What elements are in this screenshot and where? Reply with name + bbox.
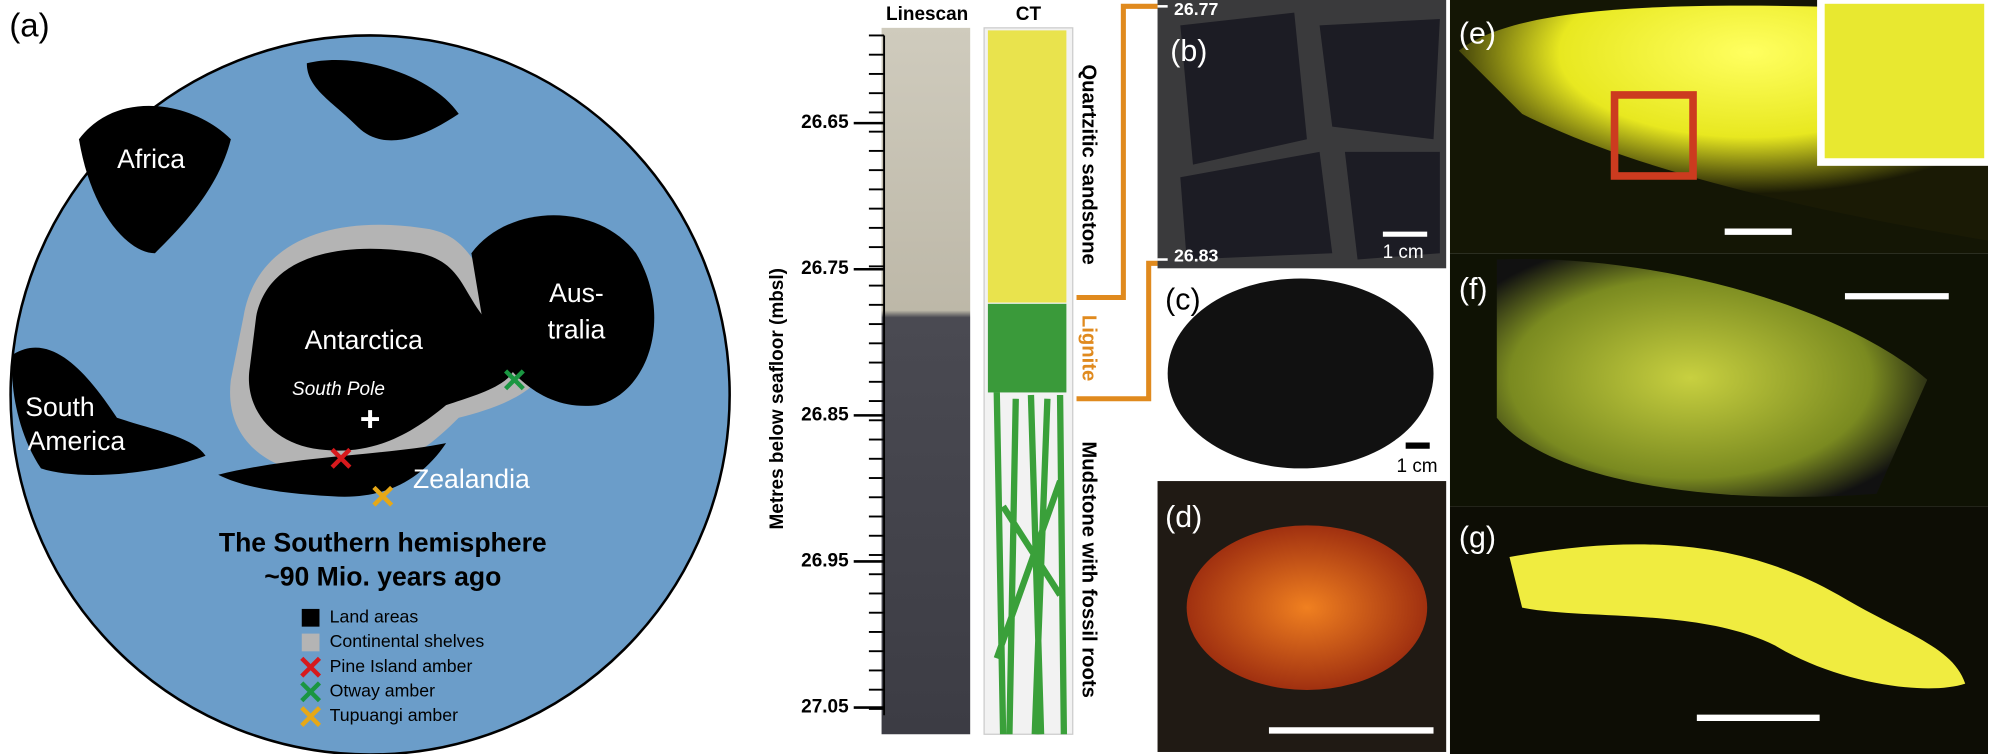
unit-label: Lignite [1078,315,1100,381]
y-tick-label: 26.95 [801,550,849,571]
linescan-image [881,27,971,735]
antarctica-land [248,248,517,451]
panel-label: (f) [1459,272,1488,306]
legend-label: Otway amber [330,681,435,701]
legend-label: Tupuangi amber [330,705,458,725]
legend-swatch [301,608,320,627]
scale-label: 1 cm [1397,456,1438,477]
panel-g-amber [1509,544,1966,689]
ct-sandstone [987,30,1067,303]
panel-label: (d) [1165,500,1202,534]
place-label: Aus- [549,278,604,308]
panel-c-lignite [1167,278,1434,469]
depth-label: 26.83 [1174,246,1218,266]
map-title: The Southern hemisphere [219,527,547,557]
india-land [306,60,459,141]
panel-label: (e) [1459,16,1496,50]
map-title: ~90 Mio. years ago [264,562,501,592]
africa-land [78,105,231,254]
panel-e-box [1610,91,1697,180]
legend-marker [300,706,322,727]
place-label: tralia [548,315,606,345]
column-header: CT [1016,4,1042,25]
scale-bars [1157,5,1949,734]
legend-label: Land areas [330,606,419,626]
zealandia-land [218,443,447,497]
panel-label: (a) [9,7,49,44]
ct-lignite [987,303,1067,393]
column-header: Linescan [886,4,968,25]
panel-f-amber [1496,258,1928,497]
south-america-land [12,347,206,475]
panel-label: (b) [1170,34,1207,68]
axis-label: Metres below seafloor (mbsl) [767,268,788,529]
bracket [1076,3,1158,402]
scale-label: 1 cm [1383,242,1424,263]
place-label: America [28,426,126,456]
depth-label: 26.77 [1174,0,1218,19]
place-label: South Pole [292,379,385,400]
place-label: Africa [117,144,185,174]
legend-marker [300,681,322,703]
y-tick-label: 26.85 [801,404,849,425]
place-label: Zealandia [413,464,530,494]
pole-marker: + [360,399,381,439]
unit-label: Quartzitic sandstone [1078,64,1100,264]
legend-marker [300,656,322,678]
legend-label: Continental shelves [330,631,485,651]
legend-label: Pine Island amber [330,656,473,676]
site-marker [330,447,352,469]
legend-swatch [301,633,320,652]
site-marker [504,369,525,391]
y-tick-label: 27.05 [801,697,849,718]
y-tick-label: 26.65 [801,112,849,133]
panel-label: (g) [1459,520,1496,554]
panel-b-fragments [1180,12,1440,260]
panel-d-amber [1186,525,1428,690]
panel-e-inset [1817,0,1991,166]
map: India Africa Antarctica Aus- tralia Sout… [9,7,731,754]
core: Metres below seafloor (mbsl) [767,3,1158,735]
place-label: India [332,72,390,102]
y-tick-label: 26.75 [801,258,849,279]
place-label: South [25,392,94,422]
place-label: Antarctica [305,325,423,355]
unit-label: Mudstone with fossil roots [1078,441,1100,697]
australia-land [471,215,655,406]
site-marker [372,485,394,507]
panel-label: (c) [1165,282,1200,316]
ct-roots [993,392,1068,735]
